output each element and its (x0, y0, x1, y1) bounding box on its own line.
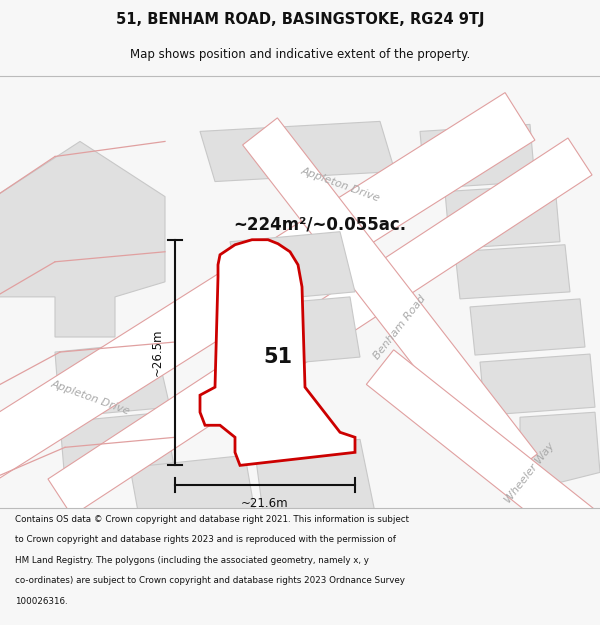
Polygon shape (0, 141, 165, 337)
Text: 51, BENHAM ROAD, BASINGSTOKE, RG24 9TJ: 51, BENHAM ROAD, BASINGSTOKE, RG24 9TJ (116, 11, 484, 26)
Polygon shape (470, 299, 585, 355)
Text: 51: 51 (263, 347, 293, 367)
Text: to Crown copyright and database rights 2023 and is reproduced with the permissio: to Crown copyright and database rights 2… (15, 535, 396, 544)
Text: Appleton Drive: Appleton Drive (299, 166, 381, 204)
Polygon shape (420, 124, 535, 189)
Polygon shape (255, 439, 375, 528)
Polygon shape (60, 412, 175, 482)
Polygon shape (455, 245, 570, 299)
Text: Map shows position and indicative extent of the property.: Map shows position and indicative extent… (130, 48, 470, 61)
Polygon shape (445, 184, 560, 249)
Text: Appleton Drive: Appleton Drive (49, 378, 131, 416)
Polygon shape (130, 456, 255, 522)
Polygon shape (55, 342, 170, 418)
Text: 100026316.: 100026316. (15, 597, 68, 606)
Polygon shape (235, 297, 360, 367)
Polygon shape (242, 118, 538, 481)
Text: ~21.6m: ~21.6m (241, 497, 289, 510)
Polygon shape (230, 232, 355, 302)
Polygon shape (480, 354, 595, 415)
Text: Wheeler Way: Wheeler Way (503, 440, 557, 504)
Text: ~224m²/~0.055ac.: ~224m²/~0.055ac. (233, 216, 407, 234)
Text: ~26.5m: ~26.5m (151, 329, 163, 376)
Polygon shape (200, 121, 395, 181)
Text: Benham Road: Benham Road (372, 293, 428, 361)
Text: HM Land Registry. The polygons (including the associated geometry, namely x, y: HM Land Registry. The polygons (includin… (15, 556, 369, 564)
Polygon shape (520, 412, 600, 488)
Polygon shape (0, 92, 535, 481)
Polygon shape (367, 350, 600, 575)
Text: co-ordinates) are subject to Crown copyright and database rights 2023 Ordnance S: co-ordinates) are subject to Crown copyr… (15, 576, 405, 585)
Text: Contains OS data © Crown copyright and database right 2021. This information is : Contains OS data © Crown copyright and d… (15, 514, 409, 524)
Polygon shape (200, 240, 355, 466)
Polygon shape (48, 138, 592, 516)
